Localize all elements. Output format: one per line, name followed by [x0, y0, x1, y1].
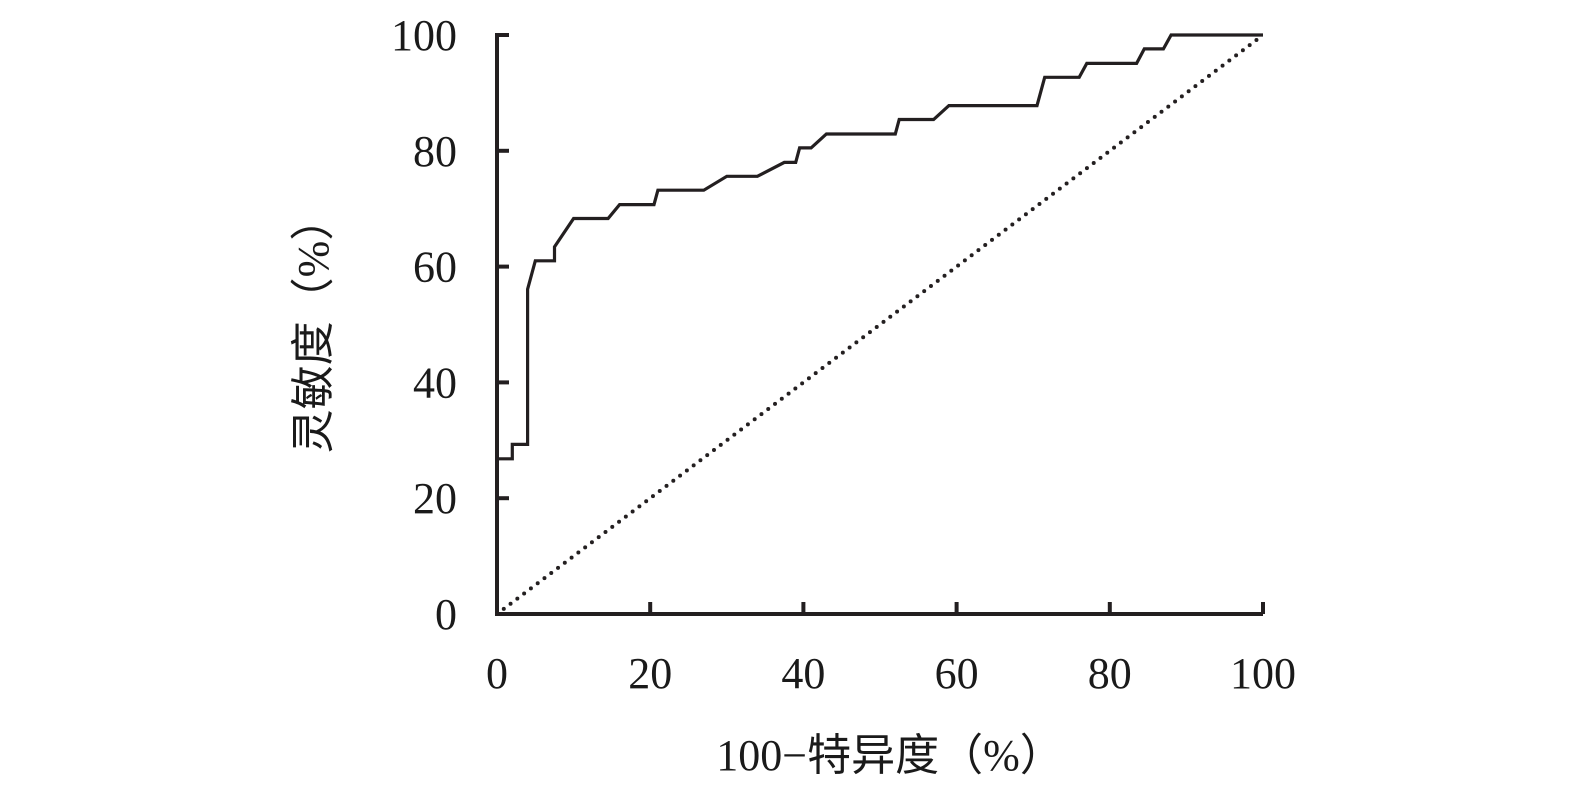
y-tick-label: 40 — [413, 358, 457, 407]
y-tick-label: 80 — [413, 127, 457, 176]
y-tick-label: 100 — [391, 11, 457, 60]
x-tick-label: 100 — [1230, 649, 1296, 698]
x-tick-label: 60 — [935, 649, 979, 698]
axes — [495, 33, 1265, 616]
y-tick-label: 20 — [413, 474, 457, 523]
y-axis-title: 灵敏度（%） — [289, 197, 338, 454]
x-tick-label: 0 — [486, 649, 508, 698]
x-tick-label: 80 — [1088, 649, 1132, 698]
x-axis-title: 100−特异度（%） — [716, 731, 1063, 780]
series-layer — [495, 33, 1265, 616]
x-tick-label: 20 — [628, 649, 672, 698]
y-tick-label: 60 — [413, 243, 457, 292]
y-tick-label: 0 — [435, 590, 457, 639]
reference-diagonal-line — [495, 33, 1265, 616]
roc-curve — [497, 33, 1263, 461]
tick-labels: 0 20 40 60 80 100 0 20 40 60 80 100 — [391, 11, 1296, 698]
x-tick-label: 40 — [781, 649, 825, 698]
